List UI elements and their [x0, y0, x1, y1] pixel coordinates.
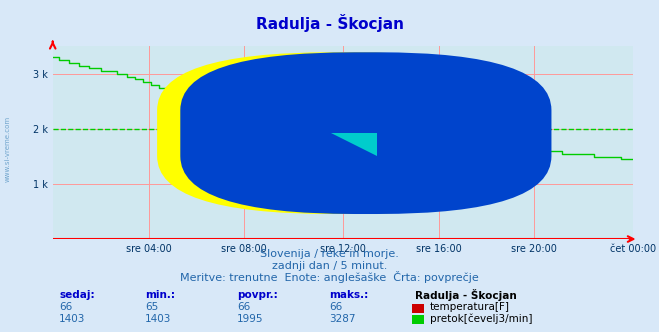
Text: temperatura[F]: temperatura[F]	[430, 302, 509, 312]
FancyBboxPatch shape	[157, 52, 529, 214]
Text: 66: 66	[237, 302, 250, 312]
FancyBboxPatch shape	[181, 52, 552, 214]
Text: www.si-vreme.com: www.si-vreme.com	[224, 142, 461, 162]
Text: 1995: 1995	[237, 314, 264, 324]
Text: 66: 66	[330, 302, 343, 312]
Text: povpr.:: povpr.:	[237, 290, 278, 300]
Text: maks.:: maks.:	[330, 290, 369, 300]
Text: www.si-vreme.com: www.si-vreme.com	[5, 116, 11, 183]
Text: Radulja - Škocjan: Radulja - Škocjan	[415, 290, 517, 301]
Text: Slovenija / reke in morje.: Slovenija / reke in morje.	[260, 249, 399, 259]
Text: min.:: min.:	[145, 290, 175, 300]
Text: zadnji dan / 5 minut.: zadnji dan / 5 minut.	[272, 261, 387, 271]
Polygon shape	[331, 133, 378, 156]
Text: 1403: 1403	[59, 314, 86, 324]
Text: 65: 65	[145, 302, 158, 312]
Text: 3287: 3287	[330, 314, 356, 324]
Text: 66: 66	[59, 302, 72, 312]
Text: 1403: 1403	[145, 314, 171, 324]
Text: Meritve: trenutne  Enote: anglešaške  Črta: povprečje: Meritve: trenutne Enote: anglešaške Črta…	[180, 271, 479, 283]
Text: pretok[čevelj3/min]: pretok[čevelj3/min]	[430, 313, 532, 324]
Text: Radulja - Škocjan: Radulja - Škocjan	[256, 14, 403, 32]
Text: sedaj:: sedaj:	[59, 290, 95, 300]
